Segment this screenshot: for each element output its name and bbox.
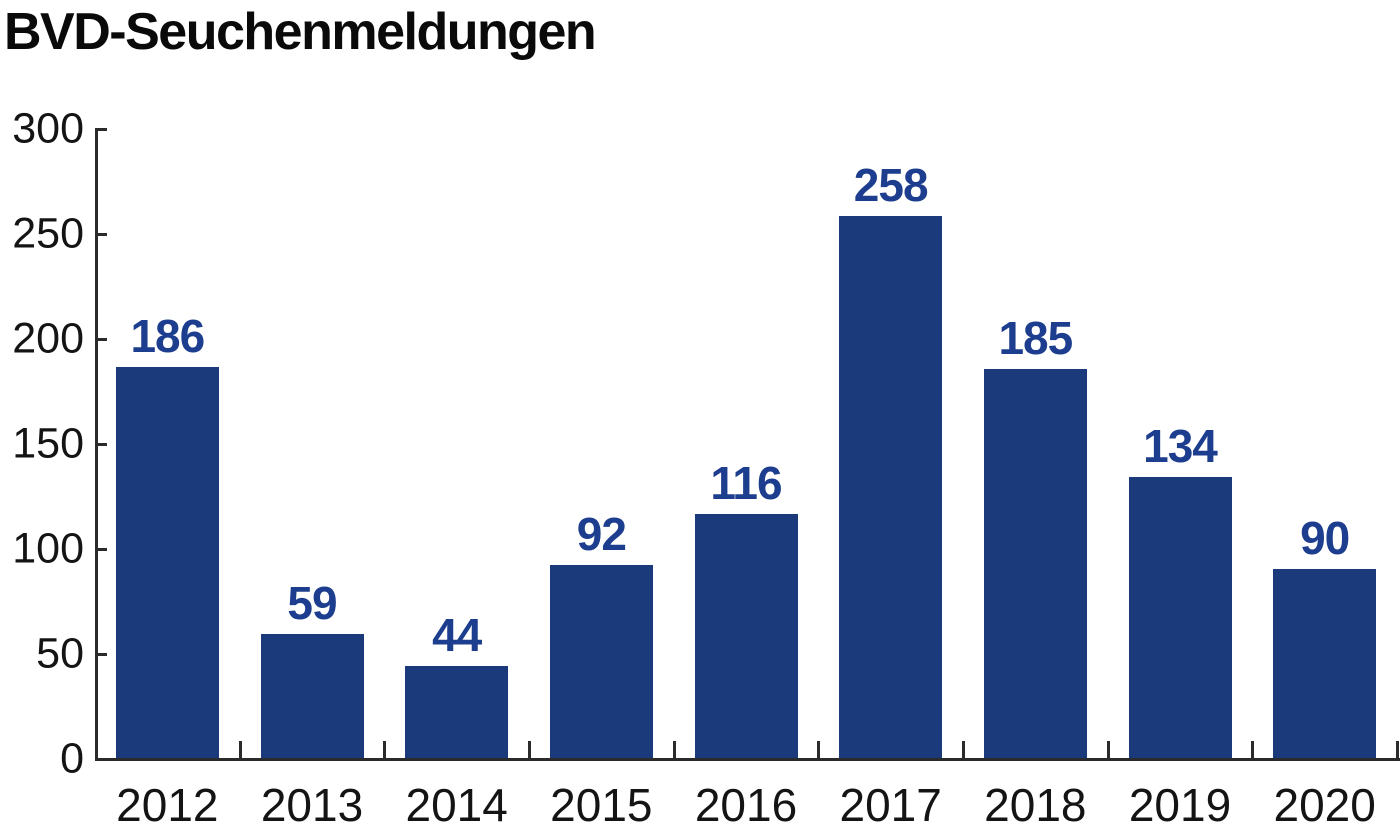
- x-axis-tick: [1396, 741, 1399, 758]
- x-axis-tick: [672, 741, 676, 758]
- x-axis-tick: [383, 741, 387, 758]
- x-axis-category-label: 2015: [550, 779, 653, 829]
- x-axis-category-label: 2019: [1128, 779, 1232, 829]
- bar-value-label: 258: [853, 159, 929, 211]
- x-axis-tick: [238, 741, 242, 758]
- y-axis-tick-label: 250: [12, 209, 84, 258]
- x-axis-category-label: 2014: [405, 779, 508, 829]
- y-axis-tick-label: 50: [36, 629, 84, 678]
- bar-value-label: 185: [998, 312, 1073, 364]
- bar-value-label: 44: [432, 609, 482, 661]
- x-axis-line: [95, 758, 1400, 761]
- x-axis-tick: [1251, 741, 1255, 758]
- y-axis-tick: [98, 338, 107, 341]
- y-axis-line: [95, 128, 98, 761]
- bar-value-label: 116: [710, 457, 782, 509]
- bar: [550, 565, 653, 758]
- x-axis-category-label: 2012: [116, 779, 219, 829]
- chart-title: BVD-Seuchenmeldungen: [4, 3, 597, 61]
- x-axis-category-label: 2017: [839, 779, 942, 829]
- x-axis-category-label: 2016: [694, 779, 798, 829]
- bar-value-label: 59: [287, 577, 337, 629]
- bar: [695, 514, 798, 758]
- y-axis-tick: [98, 233, 107, 236]
- x-axis-category-label: 2013: [260, 779, 364, 829]
- bar: [116, 367, 219, 758]
- bar: [984, 369, 1087, 758]
- x-axis-category-label: 2018: [984, 779, 1087, 829]
- x-axis-tick: [817, 741, 821, 758]
- bar: [261, 634, 364, 758]
- bar: [1273, 569, 1376, 758]
- x-axis-category-label: 2020: [1273, 779, 1376, 829]
- y-axis-tick-label: 100: [12, 524, 84, 573]
- bar-value-label: 90: [1300, 512, 1350, 564]
- bar-value-label: 92: [576, 508, 627, 560]
- y-axis-tick-label: 0: [60, 734, 84, 783]
- bar-value-label: 134: [1143, 420, 1218, 472]
- bar: [405, 666, 508, 758]
- y-axis-tick-label: 200: [12, 314, 84, 363]
- y-axis-tick-label: 150: [12, 419, 84, 468]
- x-axis-tick: [528, 741, 531, 758]
- bar-value-label: 186: [130, 310, 205, 362]
- bar: [1129, 477, 1232, 758]
- y-axis-tick: [98, 443, 107, 446]
- y-axis-tick-label: 300: [12, 104, 84, 153]
- y-axis-tick: [98, 548, 107, 551]
- bar: [839, 216, 942, 758]
- y-axis-tick: [98, 653, 107, 656]
- x-axis-tick: [1106, 741, 1110, 758]
- y-axis-tick: [98, 128, 107, 131]
- x-axis-tick: [962, 741, 965, 758]
